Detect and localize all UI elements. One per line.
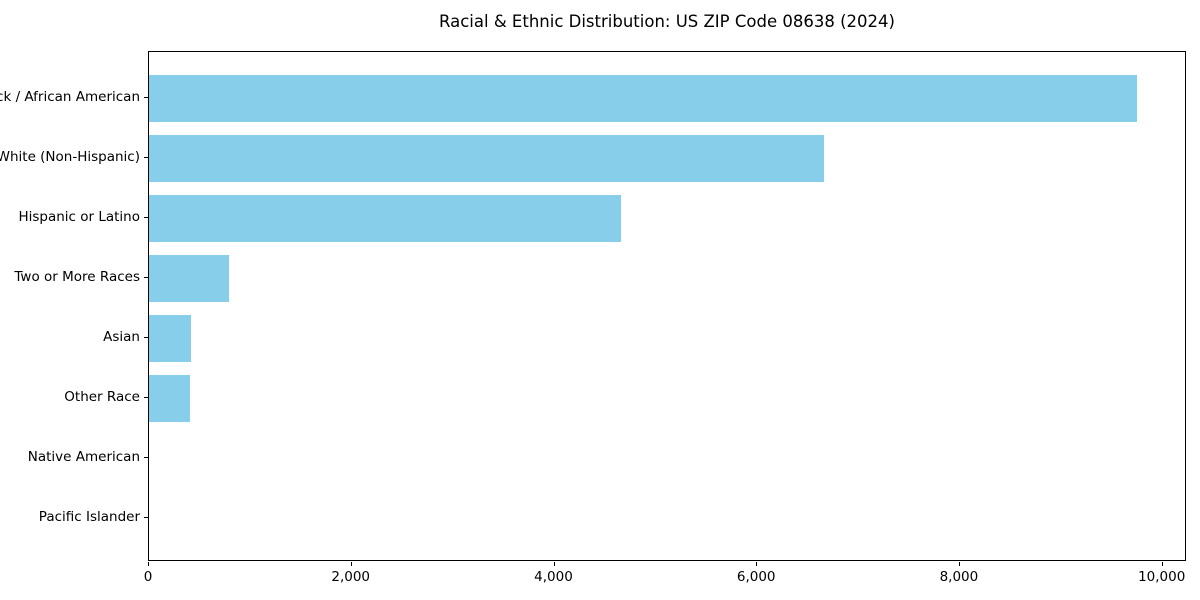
bar-row [149,314,1187,362]
x-tick-mark [756,562,758,566]
y-tick-mark [144,277,148,278]
y-tick-mark [144,517,148,518]
y-tick-mark [144,217,148,218]
x-tick-mark [553,562,555,566]
x-tick-label: 10,000 [1138,569,1186,585]
y-tick-label: Pacific Islander [38,509,140,525]
y-tick-label: White (Non-Hispanic) [0,149,140,165]
x-tick-mark [350,562,352,566]
y-tick-label: Black / African American [0,89,140,105]
bar-2 [149,134,825,182]
y-tick-label: Other Race [64,389,140,405]
bar-4 [149,254,230,302]
bar-row [149,374,1187,422]
bar-row [149,74,1187,122]
bar-3 [149,194,622,242]
bar-row [149,134,1187,182]
bar-1 [149,74,1138,122]
bar-row [149,495,1187,542]
bar-5 [149,314,191,362]
x-tick-mark [1161,562,1163,566]
x-tick-label: 4,000 [534,569,573,585]
x-tick-mark [148,562,149,566]
x-tick-label: 0 [143,569,153,585]
x-tick-label: 8,000 [939,569,979,585]
y-tick-label: Asian [103,329,140,345]
bar-row [149,254,1187,302]
y-tick-mark [144,397,148,398]
y-tick-mark [144,157,148,158]
x-tick-label: 2,000 [331,569,371,585]
bar-row [149,194,1187,242]
y-tick-label: Two or More Races [14,269,140,285]
bar-row [149,435,1187,482]
x-tick-mark [958,562,960,566]
y-tick-mark [144,457,148,458]
y-tick-mark [144,97,148,98]
y-tick-label: Hispanic or Latino [18,209,140,225]
bar-6 [149,374,191,422]
y-tick-mark [144,337,148,338]
chart-title: Racial & Ethnic Distribution: US ZIP Cod… [439,12,895,31]
plot-area [148,51,1186,561]
y-tick-label: Native American [27,449,140,465]
x-tick-label: 6,000 [736,569,776,585]
